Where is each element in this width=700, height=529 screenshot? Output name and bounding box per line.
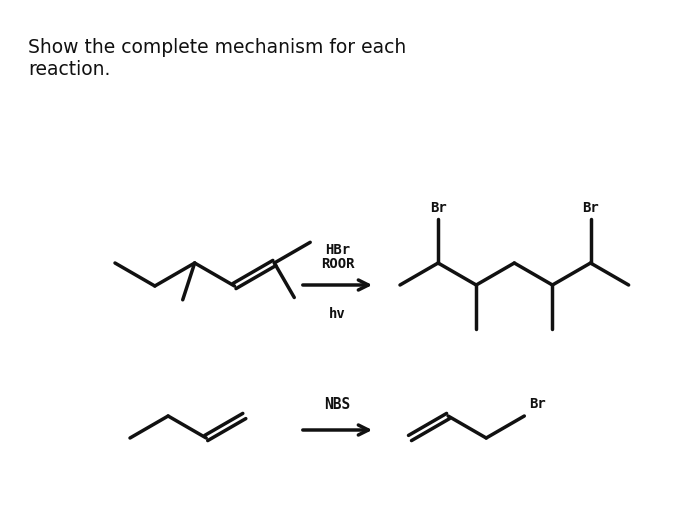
Text: Br: Br bbox=[582, 200, 599, 215]
Text: Br: Br bbox=[430, 200, 447, 215]
Text: hv: hv bbox=[329, 307, 346, 321]
Text: Show the complete mechanism for each
reaction.: Show the complete mechanism for each rea… bbox=[28, 38, 406, 79]
Text: ROOR: ROOR bbox=[321, 257, 354, 271]
Text: HBr: HBr bbox=[325, 243, 350, 257]
Text: NBS: NBS bbox=[324, 397, 351, 412]
Text: Br: Br bbox=[529, 397, 546, 411]
